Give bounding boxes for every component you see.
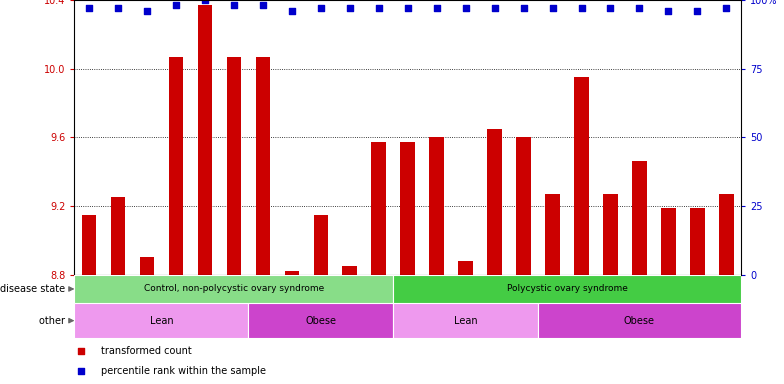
Bar — [690, 208, 705, 275]
Point — [314, 5, 327, 11]
Point — [488, 5, 501, 11]
Bar — [227, 56, 241, 275]
Point — [430, 5, 443, 11]
Bar — [169, 56, 183, 275]
Bar — [285, 271, 299, 275]
Point — [517, 5, 530, 11]
Point — [459, 5, 472, 11]
Point — [372, 5, 385, 11]
Point — [285, 8, 298, 14]
Bar — [546, 194, 560, 275]
Point — [343, 5, 356, 11]
Bar — [140, 257, 154, 275]
Bar — [256, 56, 270, 275]
Text: Control, non-polycystic ovary syndrome: Control, non-polycystic ovary syndrome — [143, 285, 324, 293]
Bar — [74, 303, 249, 338]
Bar — [488, 129, 502, 275]
Text: percentile rank within the sample: percentile rank within the sample — [101, 366, 266, 376]
Text: other: other — [38, 316, 67, 326]
Text: Lean: Lean — [150, 316, 173, 326]
Point — [75, 348, 87, 354]
Point — [401, 5, 414, 11]
Bar — [198, 5, 212, 275]
Point — [75, 368, 87, 374]
Point — [546, 5, 559, 11]
Point — [720, 5, 733, 11]
Bar — [74, 275, 394, 303]
Point — [82, 5, 95, 11]
Bar — [459, 261, 473, 275]
Bar — [632, 161, 647, 275]
Bar — [343, 266, 357, 275]
Text: Lean: Lean — [454, 316, 477, 326]
Text: disease state: disease state — [0, 284, 67, 294]
Bar — [574, 77, 589, 275]
Text: transformed count: transformed count — [101, 346, 192, 356]
Point — [662, 8, 675, 14]
Point — [256, 2, 269, 8]
Bar — [603, 194, 618, 275]
Bar — [394, 303, 538, 338]
Point — [169, 2, 182, 8]
Bar — [372, 142, 386, 275]
Point — [227, 2, 240, 8]
Text: Polycystic ovary syndrome: Polycystic ovary syndrome — [506, 285, 627, 293]
Point — [691, 8, 704, 14]
Point — [604, 5, 617, 11]
Bar — [719, 194, 734, 275]
Bar — [517, 137, 531, 275]
Point — [111, 5, 124, 11]
Point — [633, 5, 646, 11]
Bar — [111, 197, 125, 275]
Bar — [249, 303, 394, 338]
Point — [575, 5, 588, 11]
Bar — [394, 275, 741, 303]
Bar — [82, 215, 96, 275]
Text: Obese: Obese — [305, 316, 336, 326]
Bar — [661, 208, 676, 275]
Bar — [401, 142, 415, 275]
Bar — [314, 215, 328, 275]
Text: Obese: Obese — [624, 316, 655, 326]
Point — [198, 0, 211, 3]
Bar — [538, 303, 741, 338]
Bar — [430, 137, 444, 275]
Point — [140, 8, 153, 14]
